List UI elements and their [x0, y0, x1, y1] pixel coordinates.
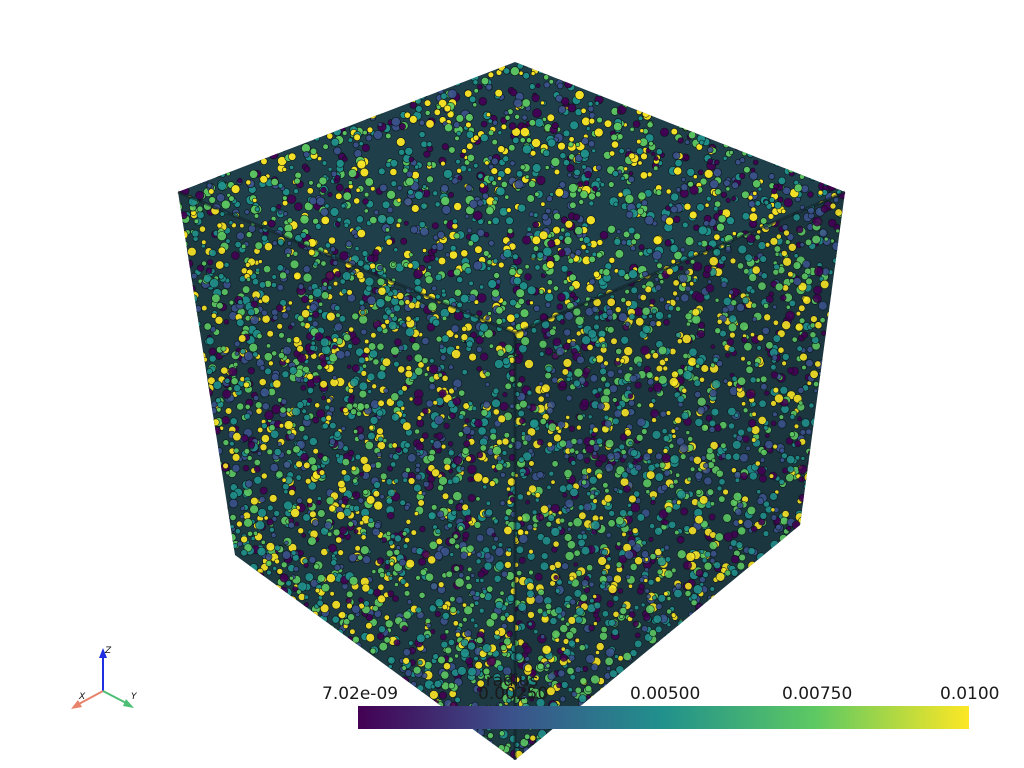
x-axis-arrow: [71, 700, 82, 709]
colorbar-gradient: [358, 706, 969, 729]
y-axis-arrow: [123, 699, 134, 708]
y-axis-line: [102, 690, 129, 705]
x-axis-line: [76, 690, 104, 706]
colorbar-tick-3: 0.00750: [782, 684, 853, 704]
z-axis-label: Z: [105, 646, 112, 656]
colorbar-tick-1: 0.00250: [478, 684, 549, 704]
y-axis-label: Y: [131, 692, 137, 702]
orientation-axes: [71, 648, 134, 709]
colorbar-tick-2: 0.00500: [630, 684, 701, 704]
colorbar-title: radius: [485, 671, 539, 691]
colorbar-tick-4: 0.0100: [940, 684, 1000, 704]
z-axis-arrow: [99, 648, 107, 658]
x-axis-label: X: [79, 692, 86, 702]
colorbar-tick-0: 7.02e-09: [322, 684, 399, 704]
